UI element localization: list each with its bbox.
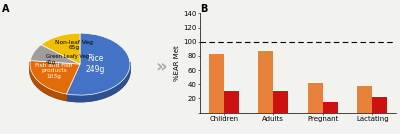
Bar: [323, 102, 338, 113]
Wedge shape: [41, 33, 80, 64]
Y-axis label: %EAR Met: %EAR Met: [174, 45, 180, 81]
Text: Fish and Fish
products
103g: Fish and Fish products 103g: [35, 63, 73, 79]
Text: A: A: [2, 4, 10, 14]
Text: Green Leafy Veg
41g: Green Leafy Veg 41g: [46, 54, 89, 65]
Bar: [372, 97, 387, 113]
Text: B: B: [200, 4, 207, 14]
Wedge shape: [30, 45, 80, 64]
Text: »: »: [156, 58, 168, 76]
Bar: [224, 91, 239, 113]
Text: Non-leaf Veg
65g: Non-leaf Veg 65g: [55, 40, 93, 50]
Bar: [357, 86, 372, 113]
Bar: [308, 83, 323, 113]
Bar: [273, 91, 288, 113]
Polygon shape: [66, 62, 130, 102]
Polygon shape: [30, 62, 66, 100]
Text: Rice
249g: Rice 249g: [85, 54, 105, 74]
Wedge shape: [66, 33, 130, 95]
Polygon shape: [30, 63, 80, 100]
Ellipse shape: [30, 40, 130, 102]
Wedge shape: [30, 61, 80, 94]
Bar: [209, 55, 224, 113]
Bar: [258, 51, 273, 113]
Polygon shape: [66, 64, 130, 102]
